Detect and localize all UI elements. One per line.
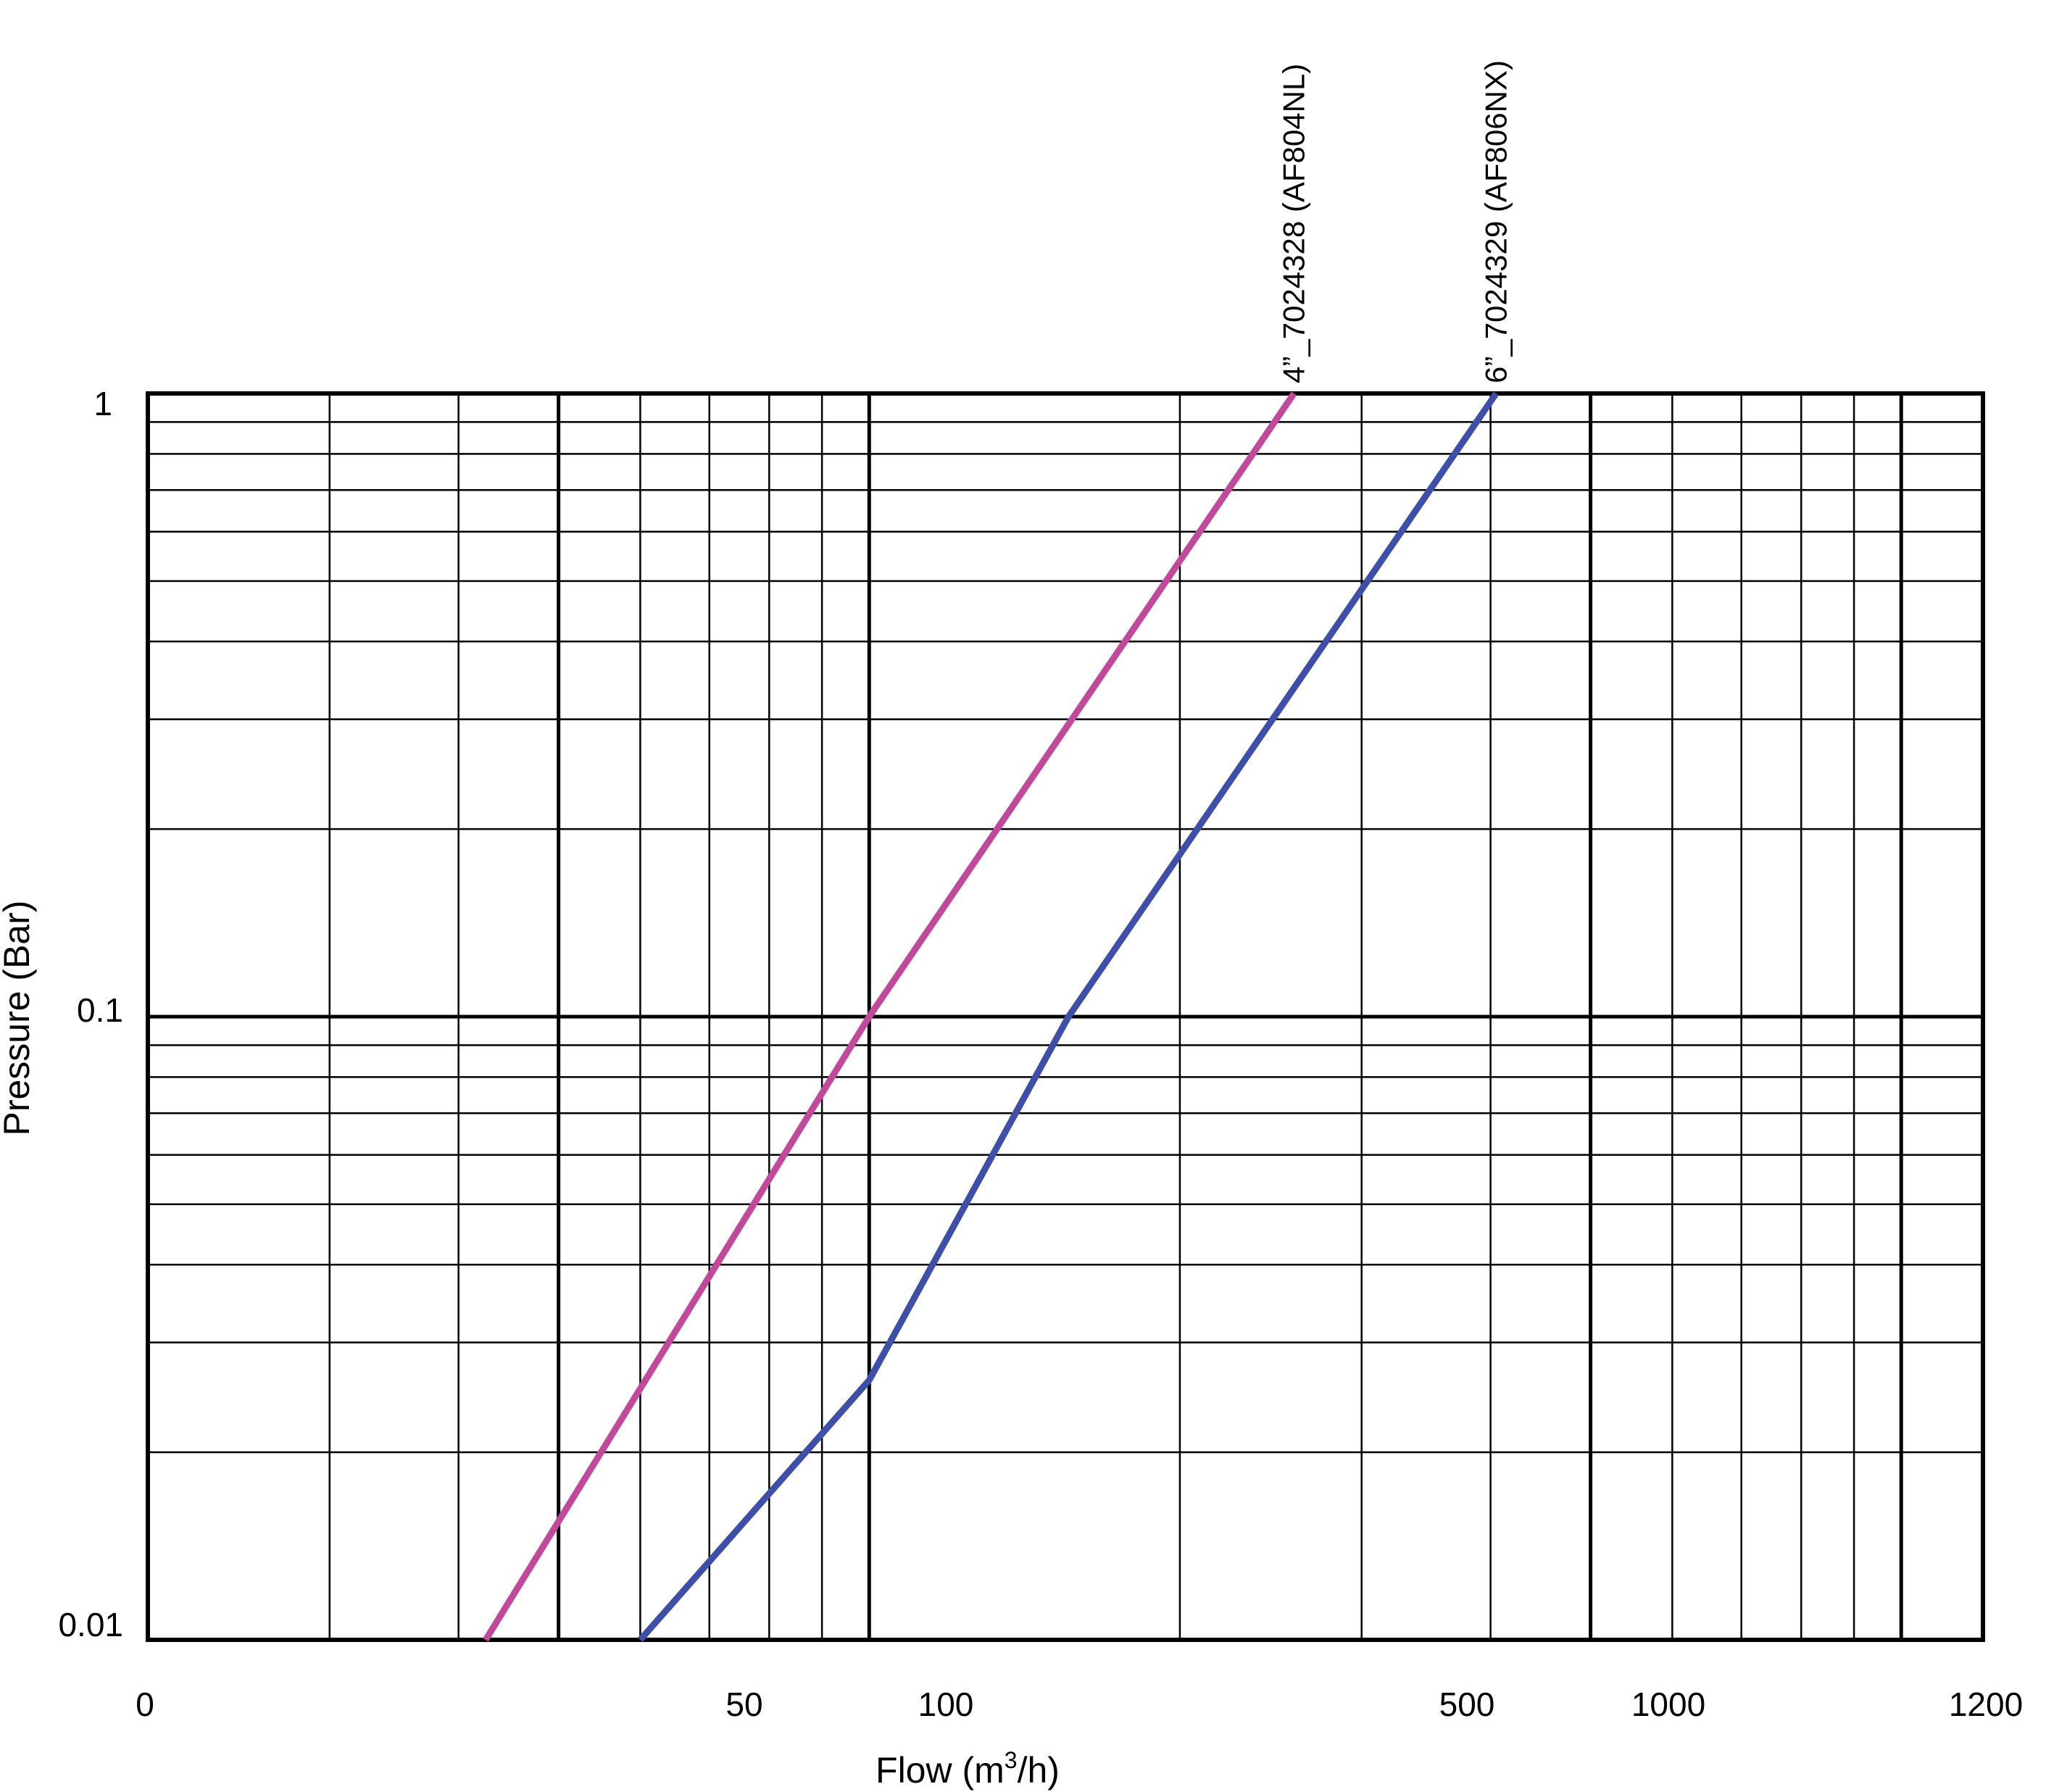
x-tick-label-1000: 1000 <box>1631 1685 1705 1723</box>
y-axis-title: Pressure (Bar) <box>0 900 37 1135</box>
plot-frame <box>146 391 1985 1642</box>
series-line-1 <box>483 391 1297 1642</box>
series-lines <box>483 391 1500 1642</box>
x-axis-title-sup: 3 <box>1005 1747 1018 1773</box>
x-axis-title-main: Flow (m <box>876 1750 1005 1791</box>
x-tick-label-50: 50 <box>725 1685 762 1723</box>
x-tick-label-0: 0 <box>136 1685 154 1723</box>
series-label-1: 4”_7024328 (AF804NL) <box>1276 64 1310 383</box>
x-tick-label-500: 500 <box>1439 1685 1495 1723</box>
series-line-2 <box>638 391 1500 1642</box>
x-axis-title-suffix: /h) <box>1018 1750 1060 1791</box>
series-labels: 4”_7024328 (AF804NL) 6”_7024329 (AF806NX) <box>1276 60 1513 383</box>
x-axis-title: Flow (m3/h) <box>876 1747 1060 1791</box>
x-tick-labels: 0 50 100 500 1000 1200 <box>136 1685 2023 1723</box>
y-tick-labels: 1 0.1 0.01 <box>58 385 123 1643</box>
y-tick-label-0.01: 0.01 <box>58 1606 123 1643</box>
x-tick-label-1200: 1200 <box>1949 1685 2023 1723</box>
y-tick-label-1: 1 <box>93 385 112 422</box>
y-tick-label-0.1: 0.1 <box>77 991 123 1029</box>
x-tick-label-100: 100 <box>918 1685 974 1723</box>
series-label-2: 6”_7024329 (AF806NX) <box>1479 60 1513 383</box>
